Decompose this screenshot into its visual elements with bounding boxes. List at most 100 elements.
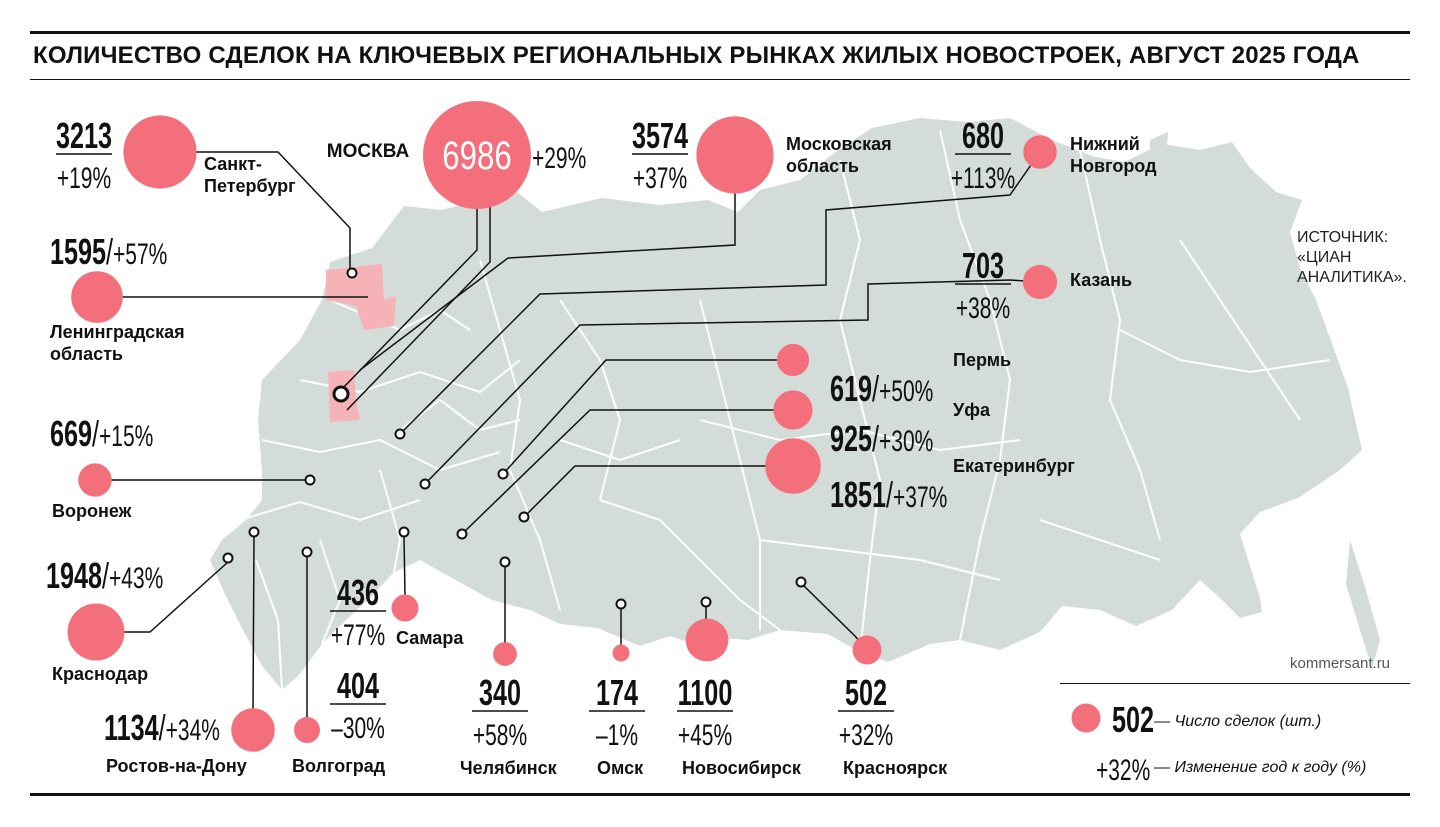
region-ленинградская-область-slash: /: [106, 232, 113, 273]
map-border: [1079, 149, 1161, 541]
region-челябинск-name-line: Челябинск: [460, 758, 558, 778]
region-казань-name-line: Казань: [1070, 270, 1132, 290]
region-краснодар-bubble: [67, 603, 125, 661]
region-новосибирск-city-dot: [700, 596, 712, 608]
region-пермь-city-dot: [497, 468, 509, 480]
region-екатеринбург-figures: 1851/+37%: [830, 475, 947, 516]
region-самара-deals: 436: [337, 573, 379, 614]
top-rule: [30, 31, 1410, 34]
region-пермь-deals: 619: [830, 369, 872, 410]
region-московская-область-change: +37%: [633, 163, 687, 195]
map-border: [939, 129, 1012, 641]
region-московская-область-name: Московская область: [786, 134, 892, 176]
legend-deals-value: 502: [1112, 700, 1154, 741]
region-казань-name: Казань: [1070, 270, 1132, 290]
bubbles: [67, 101, 1058, 752]
region-омск-city-dot: [615, 598, 627, 610]
region-самара-name: Самара: [396, 628, 464, 648]
region-новосибирск-name-line: Новосибирск: [682, 758, 802, 778]
region-воронеж-bubble: [78, 463, 112, 497]
region-пермь-name: Пермь: [953, 350, 1011, 370]
region-самара-bubble: [391, 594, 419, 622]
region-новосибирск-name: Новосибирск: [682, 758, 802, 778]
map-border: [759, 539, 1001, 581]
region-красноярск-name: Красноярск: [843, 758, 948, 778]
region-новосибирск-change: +45%: [678, 720, 732, 752]
region-ростов-на-дону-name-line: Ростов-на-Дону: [106, 756, 247, 776]
region-омск-deals: 174: [596, 673, 639, 714]
region-казань-bubble: [1022, 264, 1058, 300]
region-краснодар-name-line: Краснодар: [52, 664, 148, 684]
region-воронеж-deals: 669: [50, 414, 92, 455]
legend-deals-label: — Число сделок (шт.): [1153, 713, 1321, 730]
legend-change-label: — Изменение год к году (%): [1153, 759, 1366, 776]
region-уфа-name-line: Уфа: [953, 400, 991, 420]
region-ростов-на-дону-figures: 1134/+34%: [104, 708, 220, 749]
region-краснодар-slash: /: [102, 556, 109, 597]
region-пермь-figures: 619/+50%: [830, 369, 933, 410]
region-казань-city-dot: [419, 478, 431, 490]
map-border: [255, 559, 283, 691]
region-самара-city-dot: [398, 526, 410, 538]
map-island: [1346, 540, 1380, 668]
region-екатеринбург-bubble: [765, 438, 821, 494]
region-волгоград-bubble: [294, 717, 320, 743]
source-note: ИСТОЧНИК: «ЦИАН АНАЛИТИКА».: [1297, 228, 1407, 288]
region-красноярск-change: +32%: [839, 720, 893, 752]
map-island: [1150, 132, 1168, 158]
region-московская-область-bubble: [696, 116, 774, 194]
region-москва-bubble: [423, 101, 531, 209]
region-челябинск-name: Челябинск: [460, 758, 558, 778]
region-челябинск-city-dot: [499, 556, 511, 568]
chart-title: КОЛИЧЕСТВО СДЕЛОК НА КЛЮЧЕВЫХ РЕГИОНАЛЬН…: [33, 42, 1360, 69]
region-санкт-петербург-city-dot: [346, 267, 358, 279]
region-санкт-петербург-name-line: Санкт-: [204, 154, 262, 174]
region-уфа-bubble: [773, 390, 813, 430]
map-border: [559, 299, 622, 501]
region-омск-change: –1%: [596, 720, 638, 752]
region-екатеринбург-name-line: Екатеринбург: [953, 456, 1075, 476]
region-ростов-на-дону-deals: 1134: [104, 708, 159, 749]
region-пермь-change: +50%: [879, 376, 933, 408]
region-уфа-city-dot: [456, 528, 468, 540]
legend-bubble: [1071, 703, 1101, 733]
region-нижний-новгород-change: +113%: [951, 163, 1015, 195]
region-ленинградская-область-change: +57%: [113, 239, 167, 271]
region-краснодар-city-dot: [222, 552, 234, 564]
region-воронеж-slash: /: [92, 414, 99, 455]
region-екатеринбург-change: +37%: [893, 482, 947, 514]
region-красноярск-name-line: Красноярск: [843, 758, 948, 778]
map-border: [479, 259, 561, 611]
region-челябинск-bubble: [493, 642, 517, 666]
region-челябинск-change: +58%: [473, 720, 527, 752]
region-волгоград-name-line: Волгоград: [292, 756, 386, 776]
region-волгоград-deals: 404: [337, 666, 380, 707]
region-екатеринбург-deals: 1851: [830, 475, 886, 516]
region-ростов-на-дону-change: +34%: [166, 715, 220, 747]
region-красноярск-bubble: [852, 635, 882, 665]
map-border: [699, 299, 761, 630]
region-ростов-на-дону-city-dot: [248, 526, 260, 538]
region-санкт-петербург-bubble: [123, 115, 197, 189]
region-ростов-на-дону-slash: /: [159, 708, 166, 749]
region-ленинградская-область-name-line: область: [50, 344, 123, 364]
region-омск-name-line: Омск: [597, 758, 644, 778]
region-красноярск-deals: 502: [845, 673, 887, 714]
region-ленинградская-область-name: Ленинградская область: [50, 322, 185, 364]
source-line: ИСТОЧНИК:: [1297, 229, 1389, 246]
region-воронеж-change: +15%: [99, 421, 153, 453]
region-пермь-name-line: Пермь: [953, 350, 1011, 370]
map-border: [699, 419, 1021, 452]
region-санкт-петербург-name-line: Петербург: [204, 176, 296, 196]
region-московская-область-name-line: область: [786, 156, 859, 176]
region-екатеринбург-slash: /: [886, 475, 893, 516]
region-москва-deals: 6986: [442, 133, 511, 178]
region-краснодар-name: Краснодар: [52, 664, 148, 684]
region-уфа-deals: 925: [830, 419, 872, 460]
legend-rule: [1060, 683, 1410, 684]
source-line: АНАЛИТИКА».: [1297, 269, 1407, 286]
region-москва-change: +29%: [532, 143, 586, 175]
region-самара-change: +77%: [331, 620, 385, 652]
